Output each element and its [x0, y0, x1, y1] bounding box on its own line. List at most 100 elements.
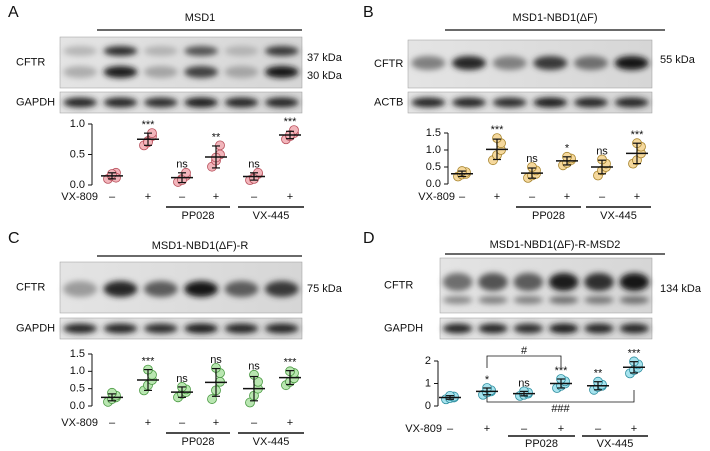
blot-band	[63, 281, 98, 297]
blot-label: CFTR	[16, 281, 45, 293]
blot-label: CFTR	[374, 58, 403, 70]
blot-band	[103, 97, 138, 108]
y-tick-label: 1.5	[426, 127, 441, 139]
kda-label: 75 kDa	[307, 283, 343, 295]
blot-band	[63, 323, 98, 334]
x-tick-label: –	[529, 191, 536, 203]
panel-title: MSD1-NBD1(ΔF)-R	[152, 240, 249, 252]
blot-band	[264, 97, 299, 108]
significance-label: ***	[142, 356, 156, 368]
y-tick-label: 1.0	[70, 118, 85, 130]
blot-band	[184, 66, 219, 78]
data-point	[215, 140, 225, 151]
significance-label: ***	[555, 365, 569, 377]
y-tick-label: 0.0	[70, 400, 85, 412]
blot-band	[411, 97, 446, 108]
x-axis-label: VX-809	[418, 191, 455, 203]
blot-band	[63, 97, 98, 108]
blot-label: ACTB	[374, 96, 403, 108]
x-tick-label: +	[631, 423, 637, 435]
blot-band	[548, 296, 579, 304]
blot-band	[451, 56, 487, 70]
y-tick-label: 1	[425, 377, 431, 389]
y-tick-label: 0	[425, 400, 431, 412]
blot-band	[533, 97, 568, 108]
y-tick-label: 2	[425, 355, 431, 367]
blot-band	[442, 323, 473, 334]
x-axis-label: VX-809	[61, 191, 98, 203]
blot-band	[143, 46, 178, 56]
x-tick-label: –	[459, 191, 466, 203]
blot-band	[619, 273, 650, 291]
panel-letter: D	[363, 230, 375, 247]
blot-band	[184, 323, 219, 334]
significance-label: ns	[210, 354, 222, 366]
blot-band	[63, 46, 98, 56]
blot	[59, 261, 303, 314]
x-tick-label: +	[287, 191, 293, 203]
blot-band	[573, 97, 609, 108]
panel-title: MSD1-NBD1(ΔF)	[513, 12, 598, 24]
blot-band	[442, 296, 473, 304]
blot-band	[264, 281, 299, 297]
group-label: PP028	[532, 210, 565, 222]
significance-label: ***	[631, 129, 645, 141]
kda-label: 55 kDa	[660, 54, 696, 66]
x-tick-label: +	[145, 417, 151, 429]
y-tick-label: 0.0	[426, 178, 441, 190]
x-tick-label: –	[179, 417, 186, 429]
blot-band	[584, 273, 614, 291]
significance-label: ns	[176, 373, 188, 385]
y-tick-label: 0.5	[426, 161, 441, 173]
x-tick-label: +	[145, 191, 151, 203]
blot-band	[184, 46, 219, 56]
x-tick-label: –	[251, 417, 258, 429]
blot-label: GAPDH	[16, 322, 55, 334]
blot	[439, 257, 653, 314]
x-tick-label: +	[213, 417, 219, 429]
significance-label: ns	[176, 159, 188, 171]
comparison-label: #	[521, 345, 528, 357]
blot-band	[492, 56, 527, 70]
blot-band	[103, 323, 138, 334]
y-tick-label: 0.0	[70, 179, 85, 191]
significance-label: ***	[628, 347, 642, 359]
x-tick-label: –	[447, 423, 454, 435]
y-tick-label: 0.5	[70, 148, 85, 160]
x-tick-label: –	[521, 423, 528, 435]
kda-label: 30 kDa	[307, 70, 343, 82]
significance-label: ns	[248, 361, 260, 373]
y-tick-label: 1.0	[70, 365, 85, 377]
significance-label: ns	[526, 153, 538, 165]
blot-label: GAPDH	[16, 96, 55, 108]
blot-band	[224, 66, 259, 78]
x-tick-label: +	[494, 191, 500, 203]
significance-label: ***	[142, 119, 156, 131]
blot-band	[103, 46, 138, 56]
x-tick-label: +	[564, 191, 570, 203]
blot	[59, 91, 303, 114]
y-tick-label: 0.5	[70, 383, 85, 395]
blot-band	[584, 323, 614, 334]
significance-label: ***	[491, 124, 505, 136]
blot-band	[143, 66, 178, 78]
kda-label: 37 kDa	[307, 52, 343, 64]
y-tick-label: 1.5	[70, 348, 85, 360]
blot-band	[548, 323, 579, 334]
panel-title: MSD1-NBD1(ΔF)-R-MSD2	[490, 239, 621, 251]
blot-band	[143, 97, 178, 108]
x-tick-label: +	[634, 191, 640, 203]
significance-label: ns	[596, 145, 608, 157]
significance-label: ***	[284, 357, 298, 369]
significance-label: ns	[248, 159, 260, 171]
significance-label: *	[565, 143, 570, 155]
blot-band	[442, 273, 473, 291]
x-tick-label: +	[484, 423, 490, 435]
blot-band	[411, 56, 446, 70]
blot-band	[224, 97, 259, 108]
significance-label: **	[594, 368, 603, 380]
comparison-label: ###	[551, 403, 570, 415]
blot-band	[143, 323, 178, 334]
blot-band	[224, 281, 259, 297]
